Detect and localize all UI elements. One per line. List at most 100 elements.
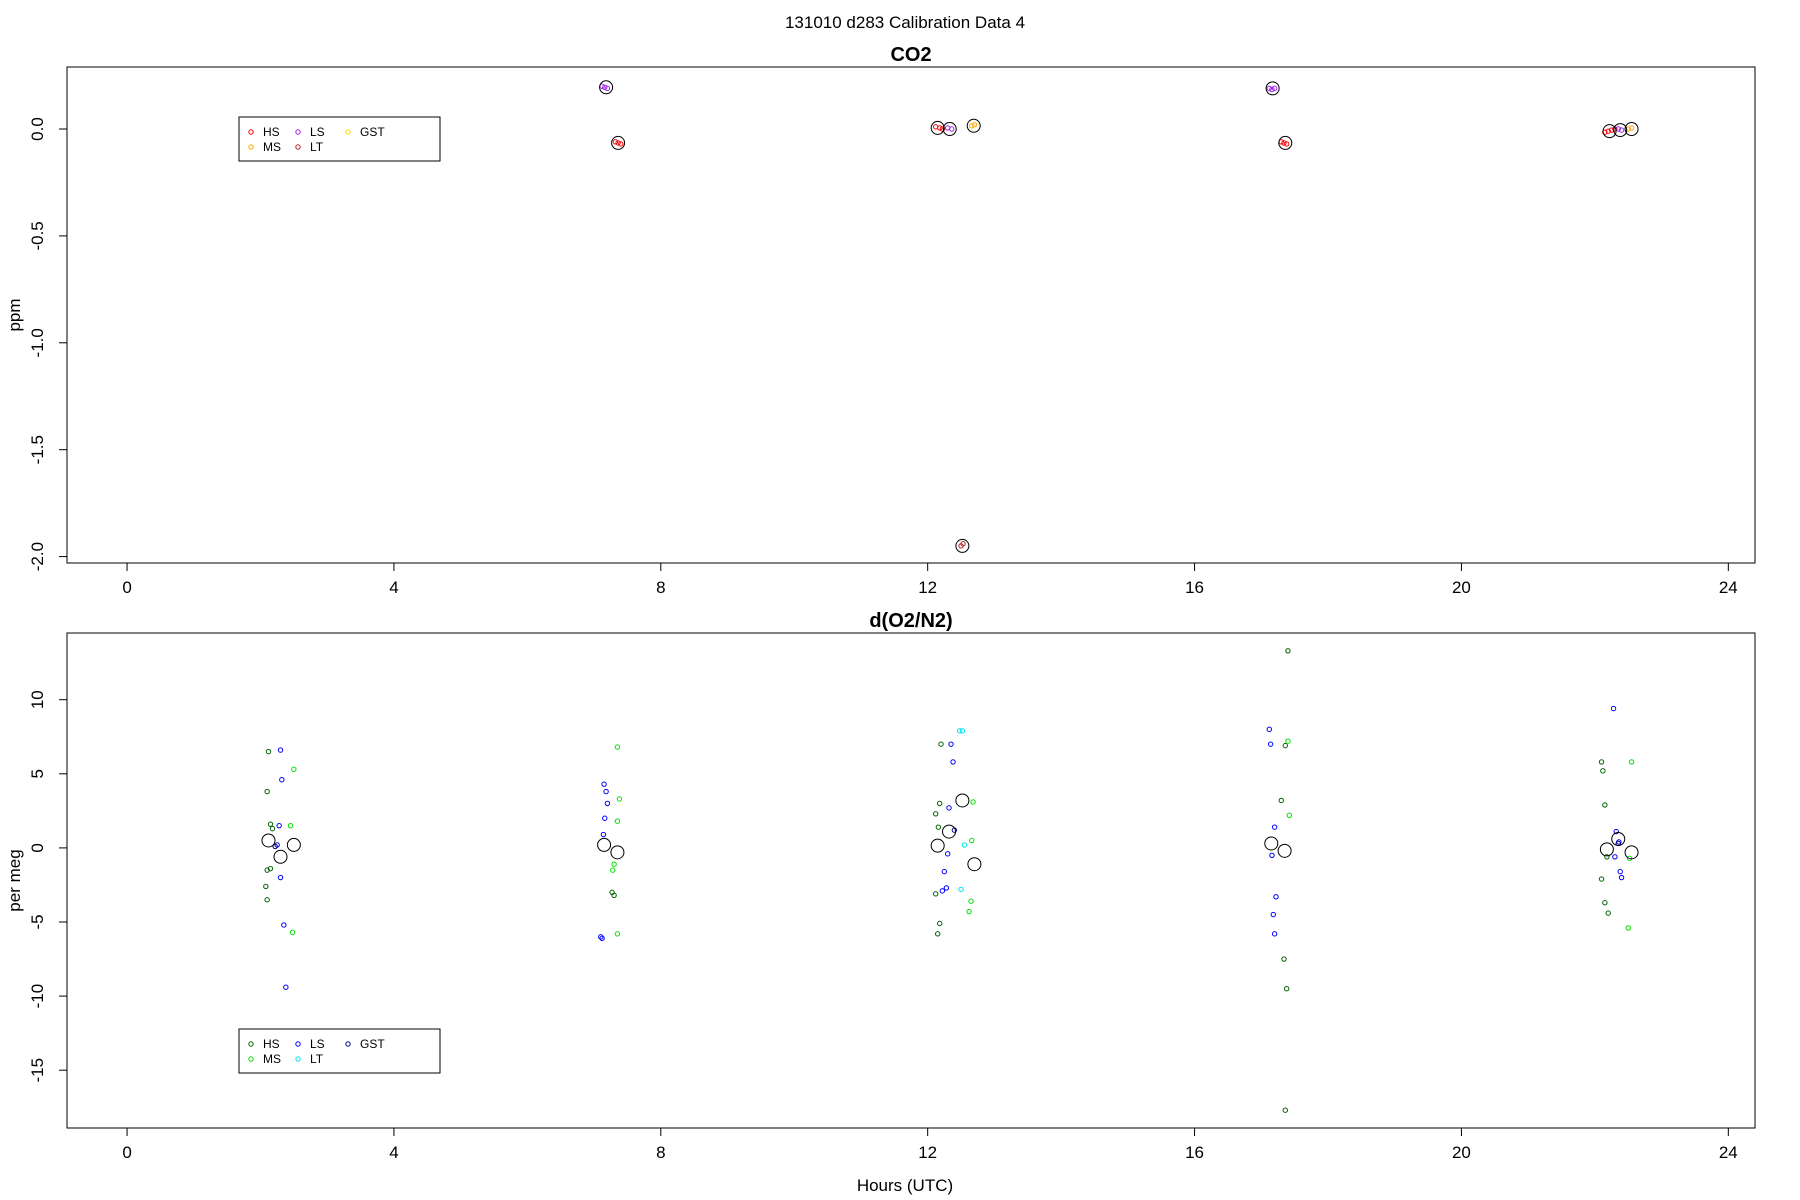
x-axis: 0 4 8 12 16 20 24 (122, 1127, 1738, 1162)
data-point-ls (948, 126, 955, 132)
legend-marker (345, 1041, 351, 1047)
legend-marker (248, 1056, 254, 1062)
data-point-ms (614, 931, 621, 937)
x-axis: 0 4 8 12 16 20 24 (122, 562, 1738, 597)
mean-point (286, 837, 301, 852)
data-point-hs (936, 125, 943, 131)
mean-point (1277, 843, 1292, 858)
data-point-gst (272, 843, 278, 850)
data-point-hs (1598, 759, 1605, 765)
data-point-ms (971, 122, 978, 128)
legend-label: HS (263, 125, 280, 139)
data-point-hs (932, 891, 939, 897)
y-tick-label: -2.0 (28, 542, 47, 571)
data-point-hs (618, 141, 624, 147)
data-point-hs (1598, 876, 1605, 882)
data-point-hs (1602, 802, 1608, 808)
mean-point (942, 824, 957, 839)
mean-point (597, 837, 612, 852)
data-point-ms (966, 908, 972, 915)
panel-title: d(O2/N2) (869, 610, 952, 632)
data-point-lt (957, 728, 963, 734)
data-point-lt (960, 541, 966, 547)
data-point-ls (599, 935, 605, 941)
data-point-ms (1626, 855, 1633, 861)
data-point-hs (611, 892, 617, 899)
data-point-ms (616, 796, 623, 802)
data-point-ms (969, 123, 975, 129)
data-point-ms (969, 837, 975, 844)
x-tick-label: 4 (389, 1143, 398, 1162)
x-tick-label: 12 (918, 578, 937, 597)
data-point-hs (1282, 742, 1288, 749)
x-tick-label: 20 (1452, 578, 1471, 597)
data-point-hs (263, 883, 269, 890)
data-point-ls (602, 84, 608, 91)
mean-point (955, 793, 970, 808)
data-point-ls (1618, 874, 1625, 881)
data-point-ls (276, 822, 282, 829)
data-points (261, 648, 1639, 1113)
data-point-ls (939, 888, 946, 894)
data-point-ls (598, 934, 604, 940)
data-point-ls (279, 777, 285, 783)
data-point-ms (611, 861, 617, 867)
data-point-ms (1628, 125, 1635, 131)
y-tick-label: 5 (28, 769, 47, 778)
data-point-hs (935, 824, 942, 830)
data-point-hs (1281, 956, 1287, 962)
data-point-ls (944, 851, 951, 857)
legend-box (238, 1028, 441, 1074)
data-point-ls (1612, 854, 1618, 860)
legend-marker (295, 1041, 301, 1047)
legend-box (238, 116, 441, 162)
y-tick-label: -15 (28, 1058, 47, 1083)
data-points (599, 80, 1639, 553)
data-point-ls (1273, 894, 1279, 900)
y-axis-label: ppm (5, 298, 24, 331)
data-point-hs (1604, 854, 1610, 860)
data-point-ls (1266, 85, 1272, 92)
legend-marker (248, 129, 254, 135)
data-point-ms (614, 744, 621, 750)
data-point-hs (612, 139, 619, 145)
data-point-lt (958, 886, 964, 893)
data-point-ms (1285, 738, 1291, 744)
y-tick-label: -1.0 (28, 328, 47, 357)
mean-point (261, 833, 276, 848)
data-point-ls (604, 800, 611, 807)
mean-point (955, 538, 970, 553)
x-tick-label: 16 (1185, 1143, 1204, 1162)
data-point-ls (948, 741, 954, 747)
data-point-hs (1605, 910, 1611, 916)
data-point-ls (1267, 741, 1274, 747)
data-point-ms (614, 818, 621, 824)
data-point-ms (289, 929, 296, 936)
legend-label: GST (360, 125, 385, 139)
legend-label: LS (310, 125, 325, 139)
data-point-ms (287, 822, 294, 829)
data-point-lt (959, 728, 966, 734)
legend-marker (295, 144, 301, 150)
mean-point (1599, 842, 1614, 857)
data-point-ls (950, 759, 956, 765)
panel-1: CO2 0 4 8 12 16 20 24 0.0 -0.5 -1.0 -1.5 -2.0 ppm HSMS… (5, 44, 1756, 597)
data-point-ls (1618, 127, 1625, 133)
legend-label: HS (263, 1037, 280, 1051)
data-point-hs (267, 865, 274, 872)
data-point-hs (615, 140, 621, 146)
data-point-ms (1628, 759, 1635, 765)
mean-point (930, 838, 945, 853)
mean-point (1611, 832, 1626, 847)
data-point-ls (600, 831, 607, 838)
data-point-ls (1269, 86, 1275, 93)
data-point-ls (941, 868, 948, 875)
y-tick-label: -5 (28, 914, 47, 929)
x-tick-label: 24 (1719, 578, 1738, 597)
data-point-ls (1271, 824, 1278, 830)
data-point-ls (602, 815, 608, 821)
data-point-ls (1266, 726, 1272, 733)
x-tick-label: 8 (656, 1143, 665, 1162)
